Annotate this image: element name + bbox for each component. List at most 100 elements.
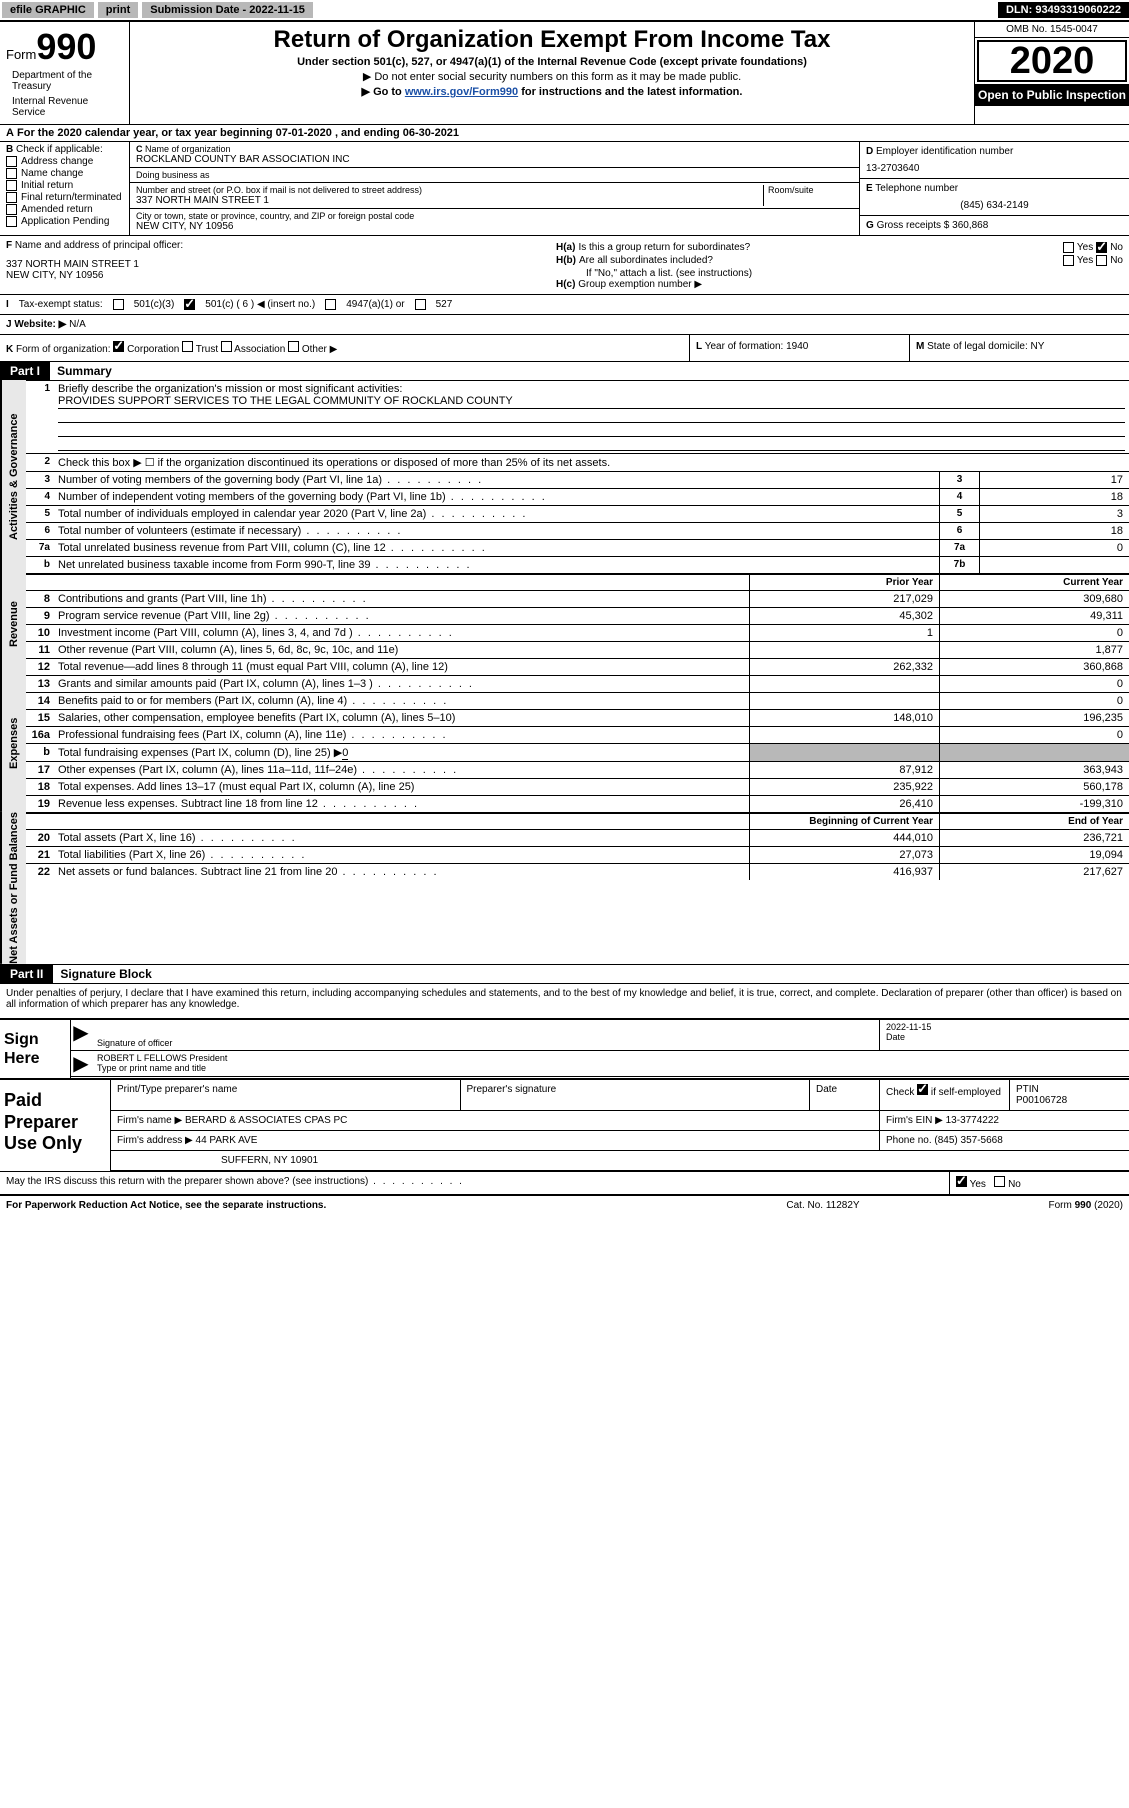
hb-no-check[interactable]: [1096, 255, 1107, 266]
irs-yes: Yes: [970, 1179, 986, 1190]
q2-text: Check this box ▶ ☐ if the organization d…: [54, 454, 1129, 471]
irs-no: No: [1008, 1179, 1021, 1190]
side-ag: Activities & Governance: [0, 380, 26, 573]
hb-yes-check[interactable]: [1063, 255, 1074, 266]
4947-check[interactable]: [325, 299, 336, 310]
firm-addr2: SUFFERN, NY 10901: [110, 1151, 1129, 1170]
q22: Net assets or fund balances. Subtract li…: [54, 864, 749, 880]
prior-year-hdr: Prior Year: [749, 575, 939, 590]
city-label: City or town, state or province, country…: [136, 211, 853, 221]
section-i: I Tax-exempt status: 501(c)(3) 501(c) ( …: [0, 294, 1129, 314]
form-subtitle: Under section 501(c), 527, or 4947(a)(1)…: [140, 56, 964, 68]
q19: Revenue less expenses. Subtract line 18 …: [54, 796, 749, 812]
expenses-section: Expenses 13Grants and similar amounts pa…: [0, 675, 1129, 812]
ha-yes-check[interactable]: [1063, 242, 1074, 253]
c16a: 0: [939, 727, 1129, 743]
name-change-check[interactable]: [6, 168, 17, 179]
p22: 416,937: [749, 864, 939, 880]
c8: 309,680: [939, 591, 1129, 607]
p16b: [749, 744, 939, 761]
hb-no: No: [1110, 255, 1123, 266]
c11: 1,877: [939, 642, 1129, 658]
form-ref: Form 990 (2020): [1049, 1200, 1123, 1211]
q12: Total revenue—add lines 8 through 11 (mu…: [54, 659, 749, 675]
q16b-val: 0: [342, 747, 348, 760]
print-button[interactable]: print: [98, 2, 138, 18]
c16b: [939, 744, 1129, 761]
irs-no-check[interactable]: [994, 1176, 1005, 1187]
c12: 360,868: [939, 659, 1129, 675]
section-bcdefg: B Check if applicable: Address change Na…: [0, 141, 1129, 235]
officer-name: ROBERT L FELLOWS President: [97, 1053, 1123, 1063]
self-emp-label2: if self-employed: [928, 1087, 1001, 1098]
corp-check[interactable]: [113, 341, 124, 352]
goto-post: for instructions and the latest informat…: [518, 86, 742, 98]
501c-check[interactable]: [184, 299, 195, 310]
title-row: Form990 Department of the Treasury Inter…: [0, 21, 1129, 124]
ha-no-check[interactable]: [1096, 242, 1107, 253]
dept-treasury: Department of the Treasury: [6, 68, 123, 94]
firm-name-label: Firm's name ▶: [117, 1115, 182, 1126]
trust-check[interactable]: [182, 341, 193, 352]
q3-text: Number of voting members of the governin…: [54, 472, 939, 488]
form-number: 990: [36, 26, 96, 67]
527-check[interactable]: [415, 299, 426, 310]
firm-addr1: 44 PARK AVE: [196, 1135, 258, 1146]
q15: Salaries, other compensation, employee b…: [54, 710, 749, 726]
sig-date-label: Date: [886, 1032, 905, 1042]
city-value: NEW CITY, NY 10956: [136, 221, 853, 232]
final-return-check[interactable]: [6, 192, 17, 203]
firm-addr-label: Firm's address ▶: [117, 1135, 193, 1146]
form-org-label: Form of organization:: [16, 344, 111, 355]
assoc-check[interactable]: [221, 341, 232, 352]
q13: Grants and similar amounts paid (Part IX…: [54, 676, 749, 692]
v3: 17: [979, 472, 1129, 488]
hb-label: Are all subordinates included?: [579, 255, 1060, 266]
q11: Other revenue (Part VIII, column (A), li…: [54, 642, 749, 658]
app-pending-label: Application Pending: [21, 216, 109, 227]
ha-yes: Yes: [1077, 242, 1093, 253]
officer-label: Name and address of principal officer:: [15, 240, 183, 251]
p12: 262,332: [749, 659, 939, 675]
firm-phone: (845) 357-5668: [934, 1135, 1002, 1146]
part2-header: Part II Signature Block: [0, 964, 1129, 983]
irs-yes-check[interactable]: [956, 1176, 967, 1187]
p19: 26,410: [749, 796, 939, 812]
q21: Total liabilities (Part X, line 26): [54, 847, 749, 863]
tax-exempt-label: Tax-exempt status:: [19, 299, 103, 310]
v5: 3: [979, 506, 1129, 522]
side-na: Net Assets or Fund Balances: [0, 812, 26, 964]
p18: 235,922: [749, 779, 939, 795]
c13: 0: [939, 676, 1129, 692]
ssn-note: ▶ Do not enter social security numbers o…: [140, 70, 964, 83]
p9: 45,302: [749, 608, 939, 624]
ha-label: Is this a group return for subordinates?: [578, 242, 1059, 253]
room-label: Room/suite: [768, 185, 853, 195]
other-check[interactable]: [288, 341, 299, 352]
self-emp-check[interactable]: [917, 1084, 928, 1095]
q16b-pre: Total fundraising expenses (Part IX, col…: [58, 747, 342, 759]
initial-return-check[interactable]: [6, 180, 17, 191]
hb-yes: Yes: [1077, 255, 1093, 266]
q4-text: Number of independent voting members of …: [54, 489, 939, 505]
instructions-link[interactable]: www.irs.gov/Form990: [405, 86, 518, 98]
gross-value: 360,868: [952, 220, 988, 231]
q6-text: Total number of volunteers (estimate if …: [54, 523, 939, 539]
omb-number: OMB No. 1545-0047: [975, 22, 1129, 38]
org-name-label: Name of organization: [145, 144, 231, 154]
amended-check[interactable]: [6, 204, 17, 215]
submission-date: Submission Date - 2022-11-15: [142, 2, 313, 18]
ein-value: 13-2703640: [866, 163, 1123, 174]
c17: 363,943: [939, 762, 1129, 778]
addr-change-check[interactable]: [6, 156, 17, 167]
efile-label: efile GRAPHIC: [2, 2, 94, 18]
501c3-check[interactable]: [113, 299, 124, 310]
tax-year-text: For the 2020 calendar year, or tax year …: [17, 127, 459, 139]
prep-sig-label: Preparer's signature: [460, 1080, 810, 1110]
sign-here-label: Sign Here: [0, 1020, 70, 1078]
paid-prep-label: Paid Preparer Use Only: [0, 1080, 110, 1171]
app-pending-check[interactable]: [6, 216, 17, 227]
corp-label: Corporation: [127, 344, 179, 355]
section-j: J Website: ▶ N/A: [0, 314, 1129, 334]
q9: Program service revenue (Part VIII, line…: [54, 608, 749, 624]
